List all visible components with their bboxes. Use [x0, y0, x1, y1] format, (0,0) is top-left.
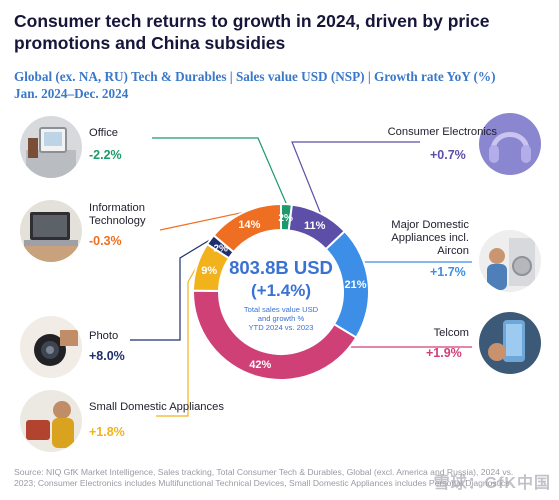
center-growth: (+1.4%)	[251, 281, 311, 300]
telcom-image	[479, 312, 541, 374]
chart-title: Consumer tech returns to growth in 2024,…	[14, 11, 490, 53]
center-note-3: YTD 2024 vs. 2023	[248, 323, 313, 332]
label-mda-line-3: Aircon	[437, 245, 469, 257]
growth-telcom: +1.9%	[426, 346, 462, 360]
growth-major-domestic-appliances: +1.7%	[430, 265, 466, 279]
growth-small-domestic-appliances: +1.8%	[89, 425, 125, 439]
chart-subtitle: Global (ex. NA, RU) Tech & Durables | Sa…	[14, 68, 554, 102]
consumer-electronics-image	[479, 113, 541, 175]
growth-consumer-electronics: +0.7%	[430, 148, 466, 162]
label-it-line-2: Technology	[89, 215, 146, 227]
share-label-office: 2%	[278, 213, 293, 224]
share-label-small-domestic-appliances: 9%	[201, 265, 217, 277]
label-photo: Photo	[89, 330, 119, 342]
center-note-1: Total sales value USD	[244, 305, 319, 314]
information-technology-image	[20, 200, 82, 262]
slice-telcom	[192, 289, 358, 381]
share-label-information-technology: 14%	[238, 219, 260, 231]
connector-consumer-electronics	[291, 141, 420, 214]
slice-share-labels: 2% 11% 21% 42% 9% 2% 14%	[201, 213, 366, 371]
label-it-line-1: Information	[89, 202, 145, 214]
growth-office: -2.2%	[89, 148, 122, 162]
label-small-domestic-appliances: Small Domestic Appliances	[89, 401, 224, 413]
major-domestic-appliances-image	[479, 230, 541, 292]
label-mda-line-1: Major Domestic	[391, 219, 469, 231]
connector-office	[152, 137, 288, 205]
connector-small-domestic-appliances	[156, 266, 198, 417]
office-image	[20, 116, 82, 178]
subtitle-line-1: Global (ex. NA, RU) Tech & Durables | Sa…	[14, 69, 496, 84]
center-note-2: and growth %	[258, 314, 305, 323]
donut-center: 803.8B USD (+1.4%) Total sales value USD…	[229, 257, 333, 332]
label-consumer-electronics: Consumer Electronics	[387, 126, 497, 138]
share-label-photo: 2%	[214, 243, 229, 254]
footnote-line-1: Source: NIQ GfK Market Intelligence, Sal…	[14, 467, 514, 477]
connector-photo	[130, 239, 211, 341]
share-label-consumer-electronics: 11%	[304, 220, 326, 232]
growth-photo: +8.0%	[89, 349, 125, 363]
share-label-telcom: 42%	[249, 359, 271, 371]
label-office: Office	[89, 127, 119, 139]
label-information-technology: Information Technology	[89, 202, 146, 228]
donut-slices	[191, 202, 370, 381]
subtitle-line-2: Jan. 2024–Dec. 2024	[14, 86, 129, 101]
watermark: 雪球：GfK中国	[433, 475, 551, 492]
label-telcom: Telcom	[433, 327, 469, 339]
center-value: 803.8B USD	[229, 257, 333, 278]
small-domestic-appliances-image	[20, 390, 82, 452]
photo-image	[20, 316, 82, 378]
share-label-major-domestic-appliances-incl-aircon: 21%	[345, 279, 367, 291]
source-footnote: Source: NIQ GfK Market Intelligence, Sal…	[14, 467, 554, 489]
label-mda-line-2: Appliances incl.	[391, 232, 469, 244]
slice-information-technology	[212, 202, 282, 254]
growth-information-technology: -0.3%	[89, 234, 122, 248]
label-major-domestic-appliances: Major Domestic Appliances incl. Aircon	[391, 219, 469, 258]
footnote-line-2: 2023; Consumer Electronics includes Mult…	[14, 478, 510, 488]
connector-information-technology	[159, 211, 245, 231]
